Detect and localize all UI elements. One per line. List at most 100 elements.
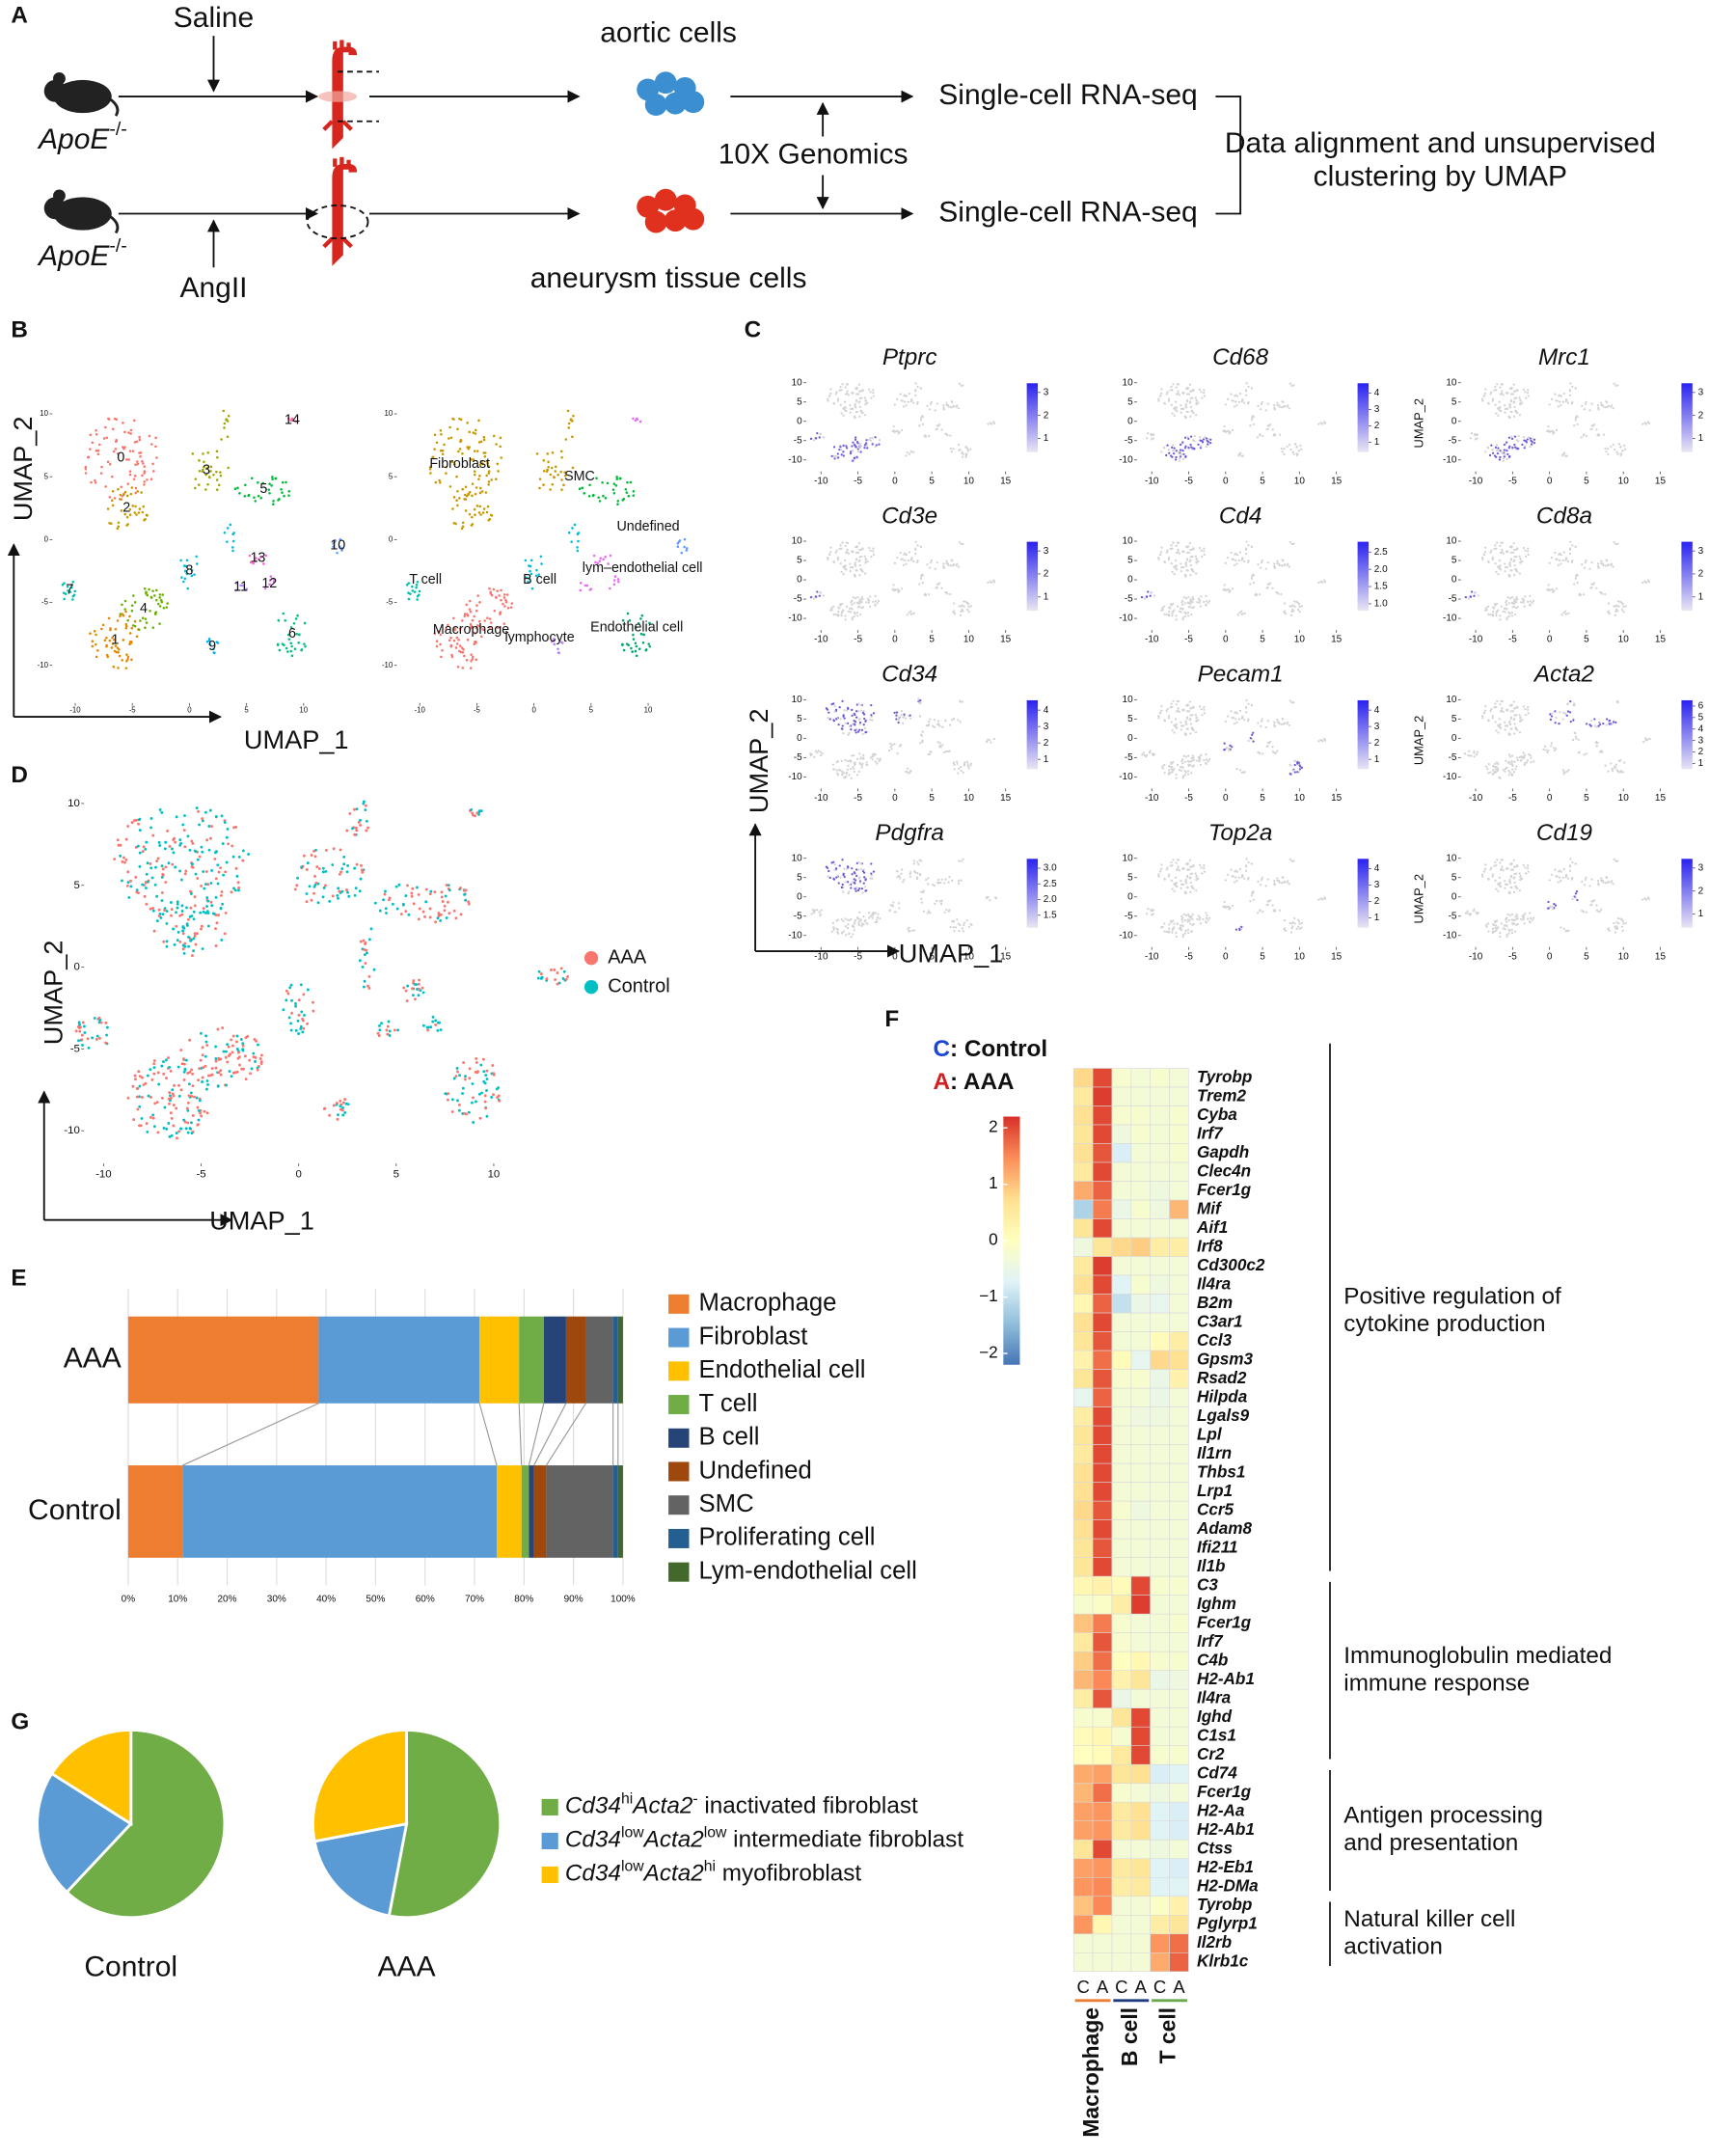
cell-point [1181,920,1184,923]
cell-point [161,867,165,871]
umap-expression [1464,858,1650,939]
cell-point [354,887,358,890]
cell-point [1183,447,1187,450]
cell-point [216,882,220,886]
cell-point [1207,916,1211,919]
cell-point [1291,925,1294,928]
cell-point [839,769,842,772]
cell-point [1500,541,1503,544]
cell-point [867,438,871,441]
cell-point [890,748,893,751]
cell-point [84,467,88,471]
umap-expression [1463,699,1651,779]
cell-point [1177,551,1180,554]
cell-point [1622,922,1625,925]
cell-point [195,555,198,559]
colorbar-label: 2 [1698,747,1704,757]
cell-point [579,588,583,592]
cell-point [1276,403,1279,406]
cell-point [1153,594,1156,597]
cell-point [1193,440,1196,443]
cell-point [1518,756,1521,759]
cell-point [1504,407,1507,411]
cell-point [241,849,245,853]
cell-point [1224,403,1227,406]
cell-point [1175,931,1178,935]
cell-point [1511,763,1514,766]
cell-point [1243,612,1246,615]
cell-point [1510,759,1513,763]
mouse-head [43,197,67,220]
cell-point [1514,707,1517,710]
cell-point [1180,721,1182,724]
cell-point [987,581,990,585]
cell-point [1245,540,1248,543]
cell-point [103,639,107,642]
cell-point [1300,921,1303,925]
cell-point [960,769,963,773]
cell-point [441,452,445,456]
cell-point [336,893,339,897]
cell-point [1467,912,1470,915]
cell-point [1499,450,1502,452]
cell-point [917,701,921,704]
cell-point [202,910,205,914]
cell-point [1235,880,1238,883]
cell-point [816,432,819,435]
cell-point [854,710,858,713]
cell-point [281,491,284,494]
cell-point [832,401,835,405]
cell-point [1566,702,1569,706]
cell-point [1256,436,1260,439]
cell-point [149,609,151,613]
cell-point [1491,614,1495,617]
cell-point [1289,448,1292,451]
cell-point [1480,397,1484,400]
cell-point [452,418,455,421]
colorbar-label: 1 [1698,909,1704,919]
cell-point [1616,600,1620,603]
cell-point [1502,610,1505,614]
cell-point [441,649,444,652]
colorbar-label: 1 [1374,437,1380,448]
cell-point [1290,927,1293,930]
cell-point [871,877,874,881]
cell-point [1511,768,1514,771]
cell-point [969,764,972,767]
cell-point [1510,773,1513,776]
cell-point [857,401,860,404]
cell-point [1600,401,1603,404]
cell-point [1245,858,1248,860]
cell-point [1510,410,1513,414]
cell-point [1499,567,1502,570]
cell-point [916,871,919,875]
cell-point [1560,562,1562,565]
cell-point [826,708,829,711]
cell-point [862,915,865,918]
cell-point [930,400,933,403]
cell-point [1181,708,1184,712]
x-tick-label: -5 [854,635,862,645]
cell-point [478,619,481,623]
cell-point [1530,761,1533,764]
cell-point [562,483,565,487]
cell-point [1180,887,1182,889]
cell-point [1173,922,1176,925]
cell-point [1518,730,1522,734]
cell-point [1522,705,1525,708]
cell-point [89,632,92,635]
cell-point [454,646,458,649]
cell-point [874,600,878,603]
cell-point [987,738,990,741]
cell-point [1245,705,1248,709]
cell-point [1181,933,1185,937]
cell-point [226,828,230,831]
cell-point [1494,860,1497,864]
cell-point [1276,591,1279,594]
cell-point [1187,763,1190,766]
cell-point [1235,404,1238,407]
cell-point [1286,445,1289,448]
cell-point [1273,403,1276,407]
cell-point [856,450,859,453]
